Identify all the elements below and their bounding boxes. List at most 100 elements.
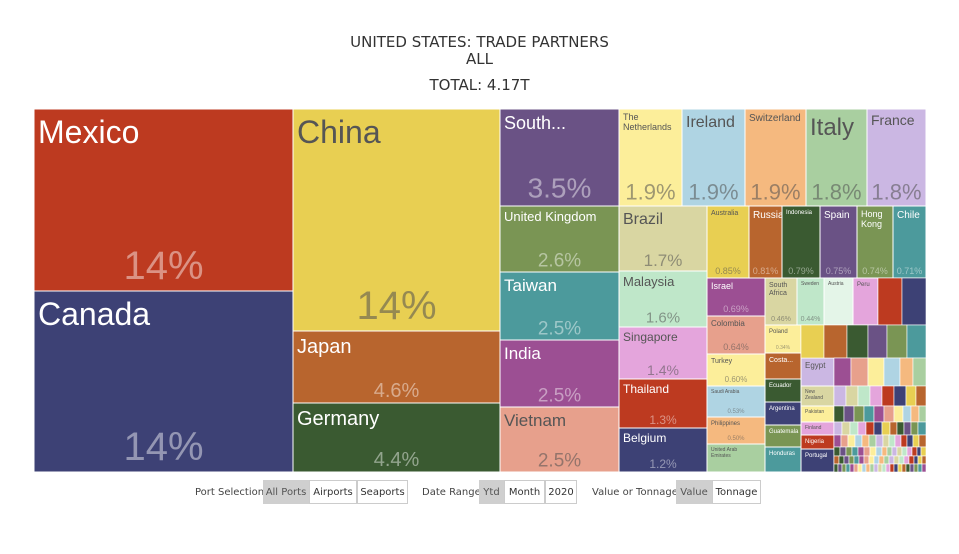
- small-partner-tile[interactable]: [902, 405, 912, 423]
- small-partner-tile[interactable]: [898, 455, 905, 465]
- small-partner-tile[interactable]: [921, 463, 927, 473]
- small-partner-tile[interactable]: [912, 357, 927, 387]
- small-partner-tile[interactable]: [845, 463, 851, 473]
- tile-ireland[interactable]: Ireland 1.9%: [681, 108, 746, 207]
- small-partner-tile[interactable]: [873, 405, 885, 423]
- small-partner-tile[interactable]: [883, 357, 901, 387]
- tile-russia[interactable]: Russia 0.81%: [748, 205, 784, 279]
- small-partner-tile[interactable]: [875, 434, 884, 448]
- small-partner-tile[interactable]: [837, 463, 843, 473]
- tile-israel[interactable]: Israel 0.69%: [706, 277, 766, 317]
- tile-switzerland[interactable]: Switzerland 1.9%: [744, 108, 807, 207]
- tile-france[interactable]: France 1.8%: [866, 108, 927, 207]
- small-partner-tile[interactable]: [881, 385, 895, 407]
- small-partner-tile[interactable]: [913, 463, 919, 473]
- tile-vietnam[interactable]: Vietnam 2.5%: [499, 406, 620, 473]
- tile-pakistan[interactable]: Pakistan: [800, 405, 835, 423]
- tile-turkey[interactable]: Turkey 0.60%: [706, 353, 766, 387]
- small-partner-tile[interactable]: [845, 385, 859, 407]
- small-partner-tile[interactable]: [896, 446, 903, 457]
- tile-rect-chile[interactable]: [892, 205, 927, 279]
- tile-rect-honduras[interactable]: [764, 446, 802, 473]
- small-partner-tile[interactable]: [833, 434, 842, 448]
- tile-nigeria[interactable]: Nigeria: [800, 434, 835, 450]
- tile-rect-colombia[interactable]: [706, 315, 766, 355]
- tile-spain[interactable]: Spain 0.75%: [819, 205, 858, 279]
- tile-sweden[interactable]: Sweden 0.44%: [796, 277, 825, 326]
- small-partner-tile[interactable]: [847, 434, 856, 448]
- tile-rect-united-arab-emirates[interactable]: [706, 443, 766, 473]
- tile-rect-canada[interactable]: [33, 290, 294, 473]
- small-partner-tile[interactable]: [848, 455, 855, 465]
- small-partner-tile[interactable]: [857, 385, 871, 407]
- small-partner-tile[interactable]: [903, 455, 910, 465]
- small-partner-tile[interactable]: [865, 421, 875, 436]
- small-partner-tile[interactable]: [849, 463, 855, 473]
- small-partner-tile[interactable]: [877, 463, 883, 473]
- small-partner-tile[interactable]: [915, 385, 927, 407]
- tile-rect-mexico[interactable]: [33, 108, 294, 292]
- tile-rect-australia[interactable]: [706, 205, 750, 279]
- small-partner-tile[interactable]: [894, 434, 902, 448]
- tile-rect-belgium[interactable]: [618, 427, 708, 473]
- small-partner-tile[interactable]: [891, 446, 898, 457]
- small-partner-tile[interactable]: [863, 405, 875, 423]
- small-partner-tile[interactable]: [858, 455, 865, 465]
- tile-rect-switzerland[interactable]: [744, 108, 807, 207]
- small-partner-tile[interactable]: [849, 421, 859, 436]
- port-seaports-button[interactable]: Seaports: [357, 480, 408, 504]
- small-partner-tile[interactable]: [921, 455, 927, 465]
- small-partner-tile[interactable]: [908, 455, 915, 465]
- tile-rect-singapore[interactable]: [618, 326, 708, 380]
- small-partner-tile[interactable]: [833, 357, 852, 387]
- small-partner-tile[interactable]: [857, 421, 867, 436]
- small-partner-tile[interactable]: [896, 421, 905, 436]
- small-partner-tile[interactable]: [910, 405, 920, 423]
- tile-brazil[interactable]: Brazil 1.7%: [618, 205, 708, 272]
- small-partner-tile[interactable]: [846, 324, 869, 359]
- tile-china[interactable]: China 14%: [292, 108, 501, 332]
- tile-ecuador[interactable]: Ecuador: [764, 378, 802, 403]
- tile-mexico[interactable]: Mexico 14%: [33, 108, 294, 292]
- small-partner-tile[interactable]: [833, 405, 845, 423]
- small-partner-tile[interactable]: [913, 455, 919, 465]
- tile-rect-germany[interactable]: [292, 402, 501, 473]
- small-partner-tile[interactable]: [861, 463, 867, 473]
- small-partner-tile[interactable]: [917, 421, 927, 436]
- small-partner-tile[interactable]: [865, 463, 871, 473]
- small-partner-tile[interactable]: [901, 463, 907, 473]
- small-partner-tile[interactable]: [843, 455, 850, 465]
- small-partner-tile[interactable]: [853, 405, 865, 423]
- tile-india[interactable]: India 2.5%: [499, 339, 620, 408]
- small-partner-tile[interactable]: [888, 455, 895, 465]
- small-partner-tile[interactable]: [800, 324, 825, 359]
- tile-guatemala[interactable]: Guatemala: [764, 424, 802, 448]
- small-partner-tile[interactable]: [869, 463, 875, 473]
- port-all-ports-button[interactable]: All Ports: [263, 480, 309, 504]
- small-partner-tile[interactable]: [893, 455, 900, 465]
- small-partner-tile[interactable]: [869, 446, 877, 457]
- tile-costa[interactable]: Costa...: [764, 352, 802, 380]
- small-partner-tile[interactable]: [873, 463, 879, 473]
- tile-indonesia[interactable]: Indonesia 0.79%: [781, 205, 821, 279]
- small-partner-tile[interactable]: [897, 463, 903, 473]
- small-partner-tile[interactable]: [839, 446, 847, 457]
- tile-rect-south-africa[interactable]: [764, 277, 798, 326]
- tile-austria[interactable]: Austria: [823, 277, 854, 326]
- small-partner-tile[interactable]: [841, 421, 851, 436]
- small-partner-tile[interactable]: [900, 434, 908, 448]
- date-2020-button[interactable]: 2020: [545, 480, 577, 504]
- small-partner-tile[interactable]: [853, 463, 859, 473]
- small-partner-tile[interactable]: [910, 421, 919, 436]
- tile-colombia[interactable]: Colombia 0.64%: [706, 315, 766, 355]
- small-partner-tile[interactable]: [823, 324, 848, 359]
- tile-rect-vietnam[interactable]: [499, 406, 620, 473]
- small-partner-tile[interactable]: [893, 463, 899, 473]
- small-partner-tile[interactable]: [901, 277, 927, 326]
- small-partner-tile[interactable]: [909, 463, 915, 473]
